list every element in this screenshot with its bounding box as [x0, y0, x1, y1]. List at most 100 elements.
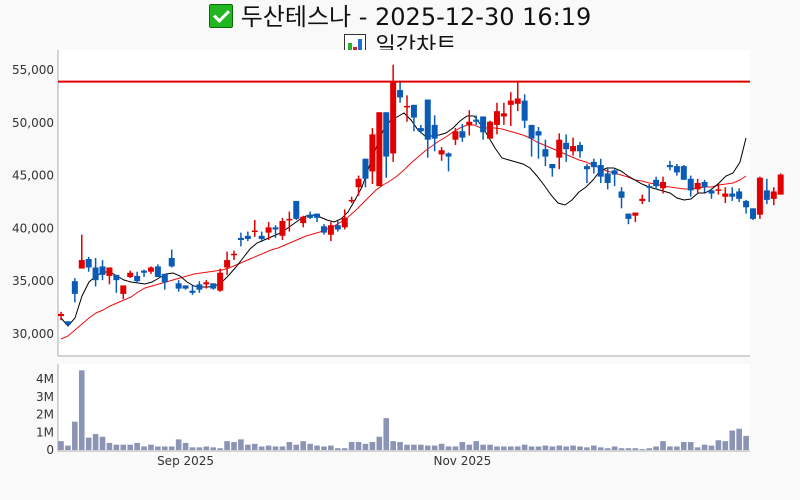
volume-bar — [258, 446, 265, 450]
candle-body — [106, 267, 113, 276]
volume-tick-label: 4M — [36, 372, 54, 386]
date-tick-label: Sep 2025 — [157, 454, 214, 468]
volume-bar — [424, 445, 431, 450]
volume-bar — [231, 442, 237, 450]
volume-bar — [134, 442, 140, 450]
volume-bar — [120, 444, 127, 450]
volume-bar — [307, 443, 313, 450]
candle-body — [487, 121, 494, 139]
candle-body — [729, 193, 736, 197]
candle-body — [341, 217, 348, 228]
volume-bar — [217, 448, 223, 450]
candle-body — [293, 200, 300, 219]
date-tick-label: Nov 2025 — [433, 454, 491, 468]
candle-body — [120, 285, 127, 294]
volume-bar — [556, 445, 563, 450]
volume-bar — [265, 445, 272, 450]
candle-body — [777, 174, 784, 195]
candle-body — [99, 266, 106, 275]
volume-bar — [245, 444, 251, 450]
volume-bar — [480, 444, 486, 450]
candle-body — [756, 177, 763, 215]
volume-bar — [411, 444, 417, 450]
volume-bar — [597, 447, 604, 450]
volume-bar — [674, 446, 680, 450]
volume-bar — [355, 442, 362, 450]
volume-bar — [210, 447, 217, 450]
volume-bar — [175, 439, 182, 450]
candle-body — [750, 208, 756, 219]
volume-bar — [508, 446, 514, 450]
volume-bar — [632, 448, 639, 450]
volume-bar — [341, 448, 348, 450]
candle-body — [570, 146, 577, 152]
candle-body — [639, 198, 646, 201]
candle-body — [452, 131, 459, 140]
volume-tick-label: 2M — [36, 408, 54, 422]
volume-bar — [362, 443, 369, 450]
volume-tick-label: 0 — [46, 443, 54, 457]
volume-bar — [293, 444, 300, 450]
candle-body — [604, 173, 611, 183]
candle-body — [556, 139, 563, 158]
volume-bar — [722, 441, 729, 450]
volume-bar — [521, 444, 528, 450]
volume-bar — [708, 445, 715, 450]
volume-bar — [141, 446, 147, 450]
candle-body — [410, 104, 417, 118]
candle-body — [231, 253, 237, 256]
volume-bar — [182, 442, 189, 450]
price-tick-label: 30,000 — [12, 327, 54, 341]
candle-body — [715, 189, 722, 191]
candle-body — [182, 285, 189, 289]
candle-body — [438, 150, 445, 155]
candle-body — [694, 182, 701, 190]
volume-bar — [549, 446, 556, 450]
price-tick-label: 50,000 — [12, 116, 54, 130]
candle-body — [154, 266, 161, 277]
volume-bar — [743, 435, 749, 450]
volume-bar — [376, 436, 383, 450]
candle-body — [673, 166, 680, 173]
candle-body — [217, 272, 224, 291]
volume-bar — [501, 446, 507, 450]
volume-bar — [335, 448, 341, 450]
price-plot-area — [58, 50, 750, 356]
candle-body — [355, 178, 362, 188]
volume-bar — [528, 446, 535, 450]
volume-bar — [577, 446, 583, 450]
volume-bar — [65, 445, 71, 450]
candle-body — [431, 124, 438, 139]
volume-bar — [348, 442, 355, 450]
volume-bar — [660, 441, 666, 450]
volume-bar — [72, 421, 78, 450]
volume-bar — [438, 443, 445, 450]
volume-bar — [473, 441, 479, 450]
volume-bar — [570, 445, 576, 450]
candle-body — [722, 193, 729, 197]
volume-bar — [604, 448, 611, 450]
volume-bar — [535, 446, 542, 450]
candle-body — [141, 270, 148, 273]
candle-body — [590, 161, 597, 168]
candle-body — [611, 170, 618, 175]
volume-bar — [487, 444, 493, 450]
candle-body — [237, 237, 244, 241]
candle-body — [521, 100, 528, 121]
candle-body — [597, 165, 604, 177]
volume-bar — [591, 445, 597, 450]
candle-body — [632, 212, 639, 216]
candle-body — [770, 191, 777, 199]
volume-bar — [251, 443, 258, 450]
volume-bar — [625, 448, 632, 450]
volume-bar — [168, 446, 175, 450]
check-icon — [208, 4, 233, 28]
title-text: 두산테스나 - 2025-12-30 16:19 — [240, 3, 592, 31]
volume-bar — [404, 444, 410, 450]
candle-body — [583, 166, 590, 170]
volume-bar — [321, 446, 327, 450]
candle-body — [334, 225, 341, 230]
candle-body — [743, 200, 750, 208]
candle-body — [701, 181, 708, 188]
